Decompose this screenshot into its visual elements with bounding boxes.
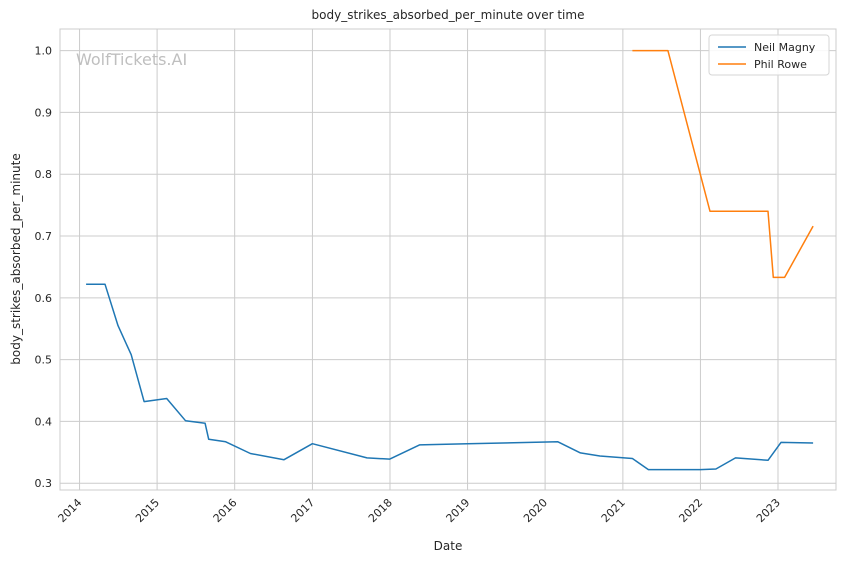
legend-box bbox=[708, 34, 830, 76]
x-tick-label: 2020 bbox=[521, 496, 550, 525]
y-tick-label: 0.4 bbox=[35, 415, 53, 428]
legend-label-phil-rowe: Phil Rowe bbox=[754, 58, 807, 71]
x-tick-label: 2022 bbox=[676, 496, 705, 525]
series-lines bbox=[86, 49, 814, 471]
y-axis-label: body_strikes_absorbed_per_minute bbox=[9, 153, 23, 364]
x-tick-label: 2017 bbox=[288, 496, 317, 525]
x-tick-label: 2019 bbox=[444, 496, 473, 525]
chart-title: body_strikes_absorbed_per_minute over ti… bbox=[312, 8, 585, 22]
y-axis-ticks: 0.3 0.4 0.5 0.6 0.7 0.8 0.9 1.0 bbox=[35, 45, 53, 491]
x-axis-ticks: 2014 2015 2016 2017 2018 2019 2020 2021 2022 2023 bbox=[56, 496, 783, 525]
y-tick-label: 1.0 bbox=[35, 45, 53, 58]
legend-label-neil-magny: Neil Magny bbox=[754, 41, 816, 54]
y-tick-label: 0.9 bbox=[35, 106, 53, 119]
x-tick-label: 2014 bbox=[56, 496, 85, 525]
y-tick-label: 0.3 bbox=[35, 477, 53, 490]
watermark: WolfTickets.AI bbox=[76, 50, 187, 69]
series-line-phil-rowe bbox=[632, 49, 814, 279]
legend: Neil Magny Phil Rowe bbox=[708, 34, 830, 76]
x-tick-label: 2018 bbox=[366, 496, 395, 525]
x-tick-label: 2023 bbox=[754, 496, 783, 525]
x-tick-label: 2021 bbox=[599, 496, 628, 525]
grid bbox=[60, 29, 836, 490]
x-tick-label: 2015 bbox=[133, 496, 162, 525]
y-tick-label: 0.8 bbox=[35, 168, 53, 181]
x-tick-label: 2016 bbox=[211, 496, 240, 525]
y-tick-label: 0.7 bbox=[35, 230, 53, 243]
y-tick-label: 0.5 bbox=[35, 354, 53, 367]
y-tick-label: 0.6 bbox=[35, 292, 53, 305]
x-axis-label: Date bbox=[434, 539, 463, 553]
plot-area bbox=[59, 28, 837, 491]
series-line-neil-magny bbox=[86, 283, 814, 471]
